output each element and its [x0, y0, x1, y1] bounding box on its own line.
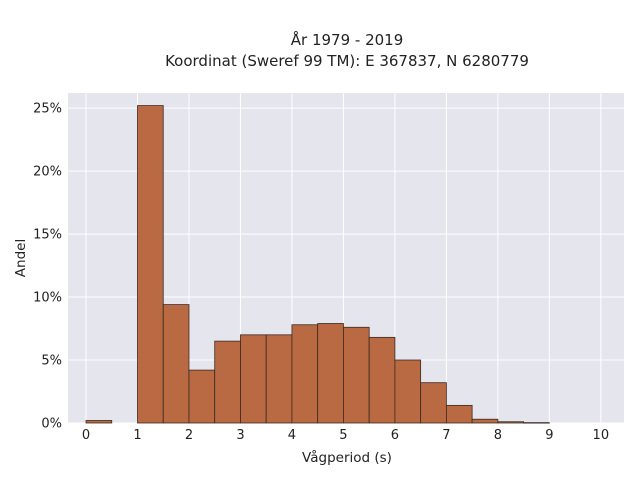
histogram-bar	[343, 326, 370, 424]
y-tick-label: 5%	[41, 354, 62, 369]
histogram-bar	[497, 421, 525, 424]
histogram-bar	[445, 404, 473, 424]
y-tick-label: 0%	[41, 417, 62, 432]
y-tick-label: 10%	[33, 291, 62, 306]
x-tick-label: 2	[185, 428, 193, 443]
x-tick-label: 10	[593, 428, 610, 443]
y-tick-label: 25%	[33, 102, 62, 117]
x-tick-label: 5	[339, 428, 347, 443]
bars	[85, 105, 550, 424]
histogram-bar	[214, 340, 241, 424]
histogram-bar	[162, 304, 190, 424]
chart-title-line-1: År 1979 - 2019	[291, 30, 404, 49]
x-tick-label: 0	[82, 428, 90, 443]
histogram-bar	[394, 359, 422, 424]
histogram-bar	[523, 422, 550, 424]
x-axis-label: Vågperiod (s)	[302, 449, 392, 466]
x-tick-label: 3	[236, 428, 244, 443]
histogram-bar	[291, 324, 319, 424]
y-tick-label: 15%	[33, 228, 62, 243]
y-axis-ticks: 0% 5% 10% 15% 20% 25%	[33, 102, 62, 432]
histogram-bar	[240, 334, 267, 424]
x-tick-label: 1	[133, 428, 141, 443]
histogram-bar	[85, 420, 113, 424]
histogram-bar	[368, 336, 396, 424]
x-tick-label: 8	[494, 428, 502, 443]
histogram-bar	[317, 323, 344, 424]
x-tick-label: 9	[545, 428, 553, 443]
y-tick-label: 20%	[33, 165, 62, 180]
histogram-bar	[265, 334, 293, 424]
x-tick-label: 7	[442, 428, 450, 443]
histogram-bar	[137, 105, 164, 424]
histogram-bar	[420, 382, 447, 424]
histogram-bar	[188, 369, 216, 424]
y-axis-label: Andel	[13, 239, 29, 277]
x-tick-label: 6	[391, 428, 399, 443]
x-axis-ticks: 0 1 2 3 4 5 6 7 8 9 10	[82, 428, 609, 443]
histogram-bar	[471, 418, 499, 424]
chart-title-line-2: Koordinat (Sweref 99 TM): E 367837, N 62…	[165, 52, 529, 70]
x-tick-label: 4	[288, 428, 296, 443]
